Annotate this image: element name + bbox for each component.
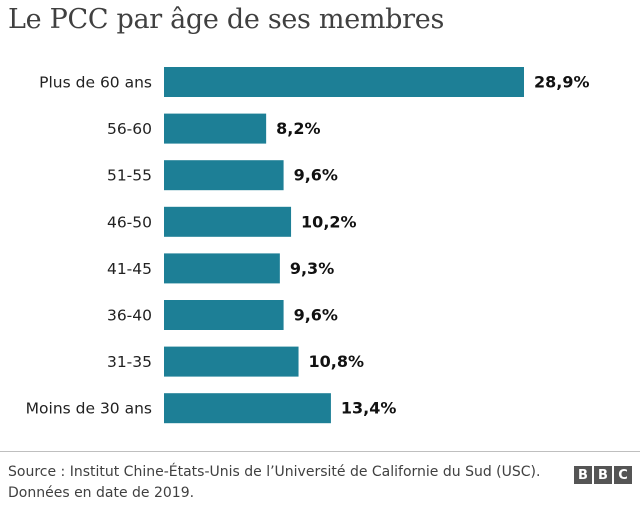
category-label: 31-35 — [107, 353, 152, 371]
value-label: 13,4% — [341, 399, 397, 418]
chart-title: Le PCC par âge de ses membres — [8, 4, 444, 35]
bar — [164, 67, 524, 97]
bar — [164, 113, 267, 144]
value-label: 10,8% — [309, 352, 365, 371]
bar — [164, 346, 299, 377]
value-label: 9,6% — [294, 166, 338, 185]
bar — [164, 393, 331, 424]
bar — [164, 300, 284, 330]
logo-letter: C — [614, 466, 632, 484]
source-line-1: Source : Institut Chine-États-Unis de l’… — [8, 464, 541, 480]
value-label: 28,9% — [534, 73, 590, 92]
source-line-2: Données en date de 2019. — [8, 485, 195, 501]
source-note: Source : Institut Chine-États-Unis de l’… — [8, 462, 568, 504]
bar — [164, 160, 284, 191]
category-label: Plus de 60 ans — [39, 74, 152, 92]
value-label: 9,3% — [290, 259, 334, 278]
footer-divider — [0, 451, 640, 452]
category-label: 46-50 — [107, 213, 152, 231]
bar-chart: Plus de 60 ans 28,9% 56-60 8,2% 51-55 9,6% 46-… — [26, 67, 590, 424]
category-label: 56-60 — [107, 120, 152, 138]
value-label: 10,2% — [301, 212, 357, 231]
value-label: 9,6% — [294, 306, 338, 325]
logo-letter: B — [574, 466, 592, 484]
bar — [164, 206, 292, 237]
category-label: 41-45 — [107, 260, 152, 278]
category-label: 36-40 — [107, 307, 152, 325]
logo-letter: B — [594, 466, 612, 484]
category-label: 51-55 — [107, 167, 152, 185]
bbc-logo: B B C — [574, 466, 632, 484]
category-label: Moins de 30 ans — [26, 400, 152, 418]
value-label: 8,2% — [276, 119, 320, 138]
bar — [164, 253, 280, 284]
